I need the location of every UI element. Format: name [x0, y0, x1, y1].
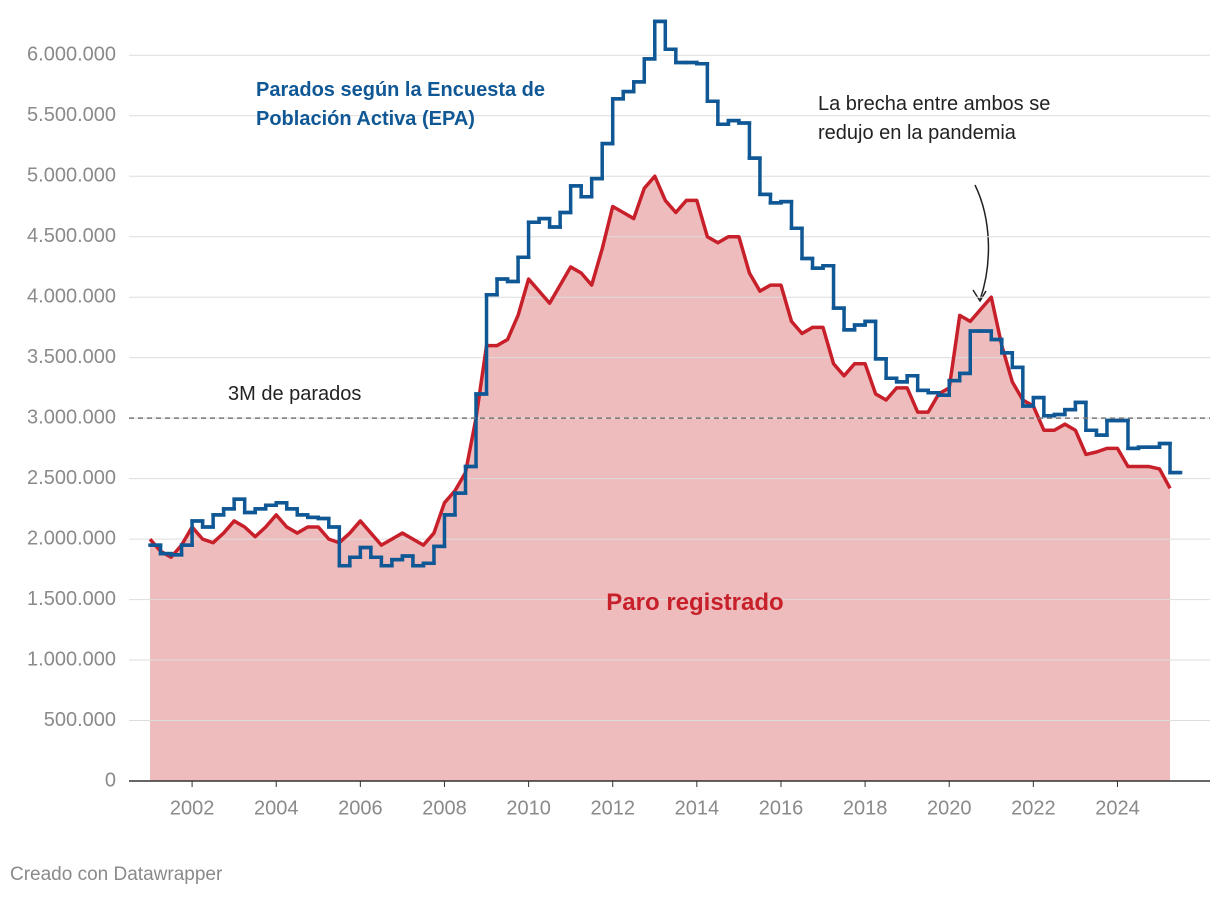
y-tick-label: 2.000.000 — [27, 527, 116, 549]
x-tick-label: 2012 — [590, 797, 635, 819]
y-tick-label: 3.500.000 — [27, 346, 116, 368]
y-tick-label: 5.000.000 — [27, 165, 116, 187]
x-tick-label: 2002 — [170, 797, 215, 819]
annotation-arrowhead — [972, 289, 987, 303]
y-tick-label: 0 — [105, 769, 116, 791]
x-tick-label: 2020 — [927, 797, 972, 819]
credit: Creado con Datawrapper — [10, 864, 223, 885]
y-tick-label: 500.000 — [44, 709, 116, 731]
y-tick-label: 1.500.000 — [27, 588, 116, 610]
y-tick-label: 2.500.000 — [27, 467, 116, 489]
series-label: Paro registrado — [606, 589, 784, 616]
x-tick-label: 2008 — [422, 797, 467, 819]
annotation-arrow — [974, 184, 990, 301]
x-tick-label: 2016 — [759, 797, 804, 819]
x-tick-label: 2018 — [843, 797, 888, 819]
step-connector — [150, 19, 1181, 568]
y-tick-label: 3.000.000 — [27, 406, 116, 428]
x-tick-label: 2024 — [1095, 797, 1140, 819]
x-tick-label: 2022 — [1011, 797, 1056, 819]
line — [148, 174, 1172, 559]
y-tick-label: 1.000.000 — [27, 648, 116, 670]
series-label: Parados según la Encuesta de Población A… — [256, 79, 545, 130]
annotation: La brecha entre ambos se redujo en la pa… — [818, 93, 1051, 144]
y-tick-label: 4.000.000 — [27, 285, 116, 307]
y-tick-label: 5.500.000 — [27, 104, 116, 126]
y-tick-label: 4.500.000 — [27, 225, 116, 247]
x-tick-label: 2014 — [675, 797, 720, 819]
y-tick-label: 6.000.000 — [27, 44, 116, 66]
x-tick-label: 2006 — [338, 797, 383, 819]
x-tick-label: 2010 — [506, 797, 551, 819]
reference-label: 3M de parados — [228, 383, 362, 405]
x-tick-label: 2004 — [254, 797, 299, 819]
